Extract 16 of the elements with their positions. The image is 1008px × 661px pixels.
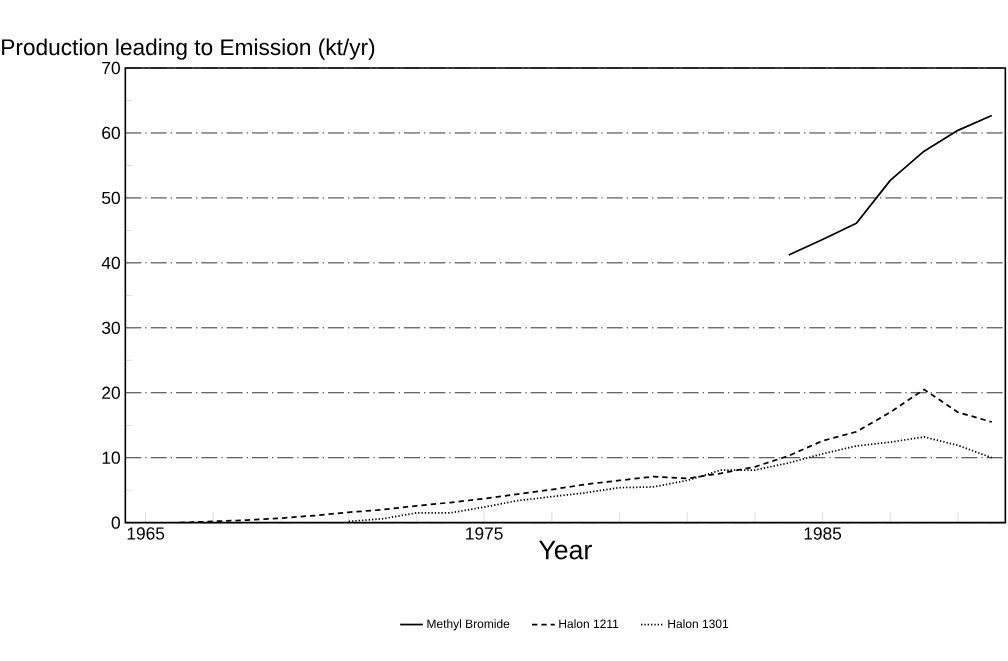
x-tick-label: 1975 [466, 527, 503, 540]
chart-title: Production leading to Emission (kt/yr) [2, 38, 375, 60]
x-tick-label: 1985 [804, 527, 842, 540]
legend-label: Methyl Bromide [427, 619, 510, 631]
x-axis-title: Year [538, 540, 592, 560]
y-tick-label: 60 [102, 126, 120, 139]
y-tick-label: 0 [111, 516, 120, 529]
y-tick-label: 40 [101, 256, 120, 269]
legend-label: Halon 1211 [559, 619, 619, 628]
x-tick-label: 1965 [127, 527, 165, 540]
y-tick-label: 50 [102, 191, 120, 204]
y-tick-label: 20 [102, 386, 120, 399]
y-tick-label: 70 [102, 61, 120, 74]
y-tick-label: 10 [102, 451, 120, 464]
legend-label: Halon 1301 [668, 619, 729, 628]
y-tick-label: 30 [102, 321, 120, 334]
